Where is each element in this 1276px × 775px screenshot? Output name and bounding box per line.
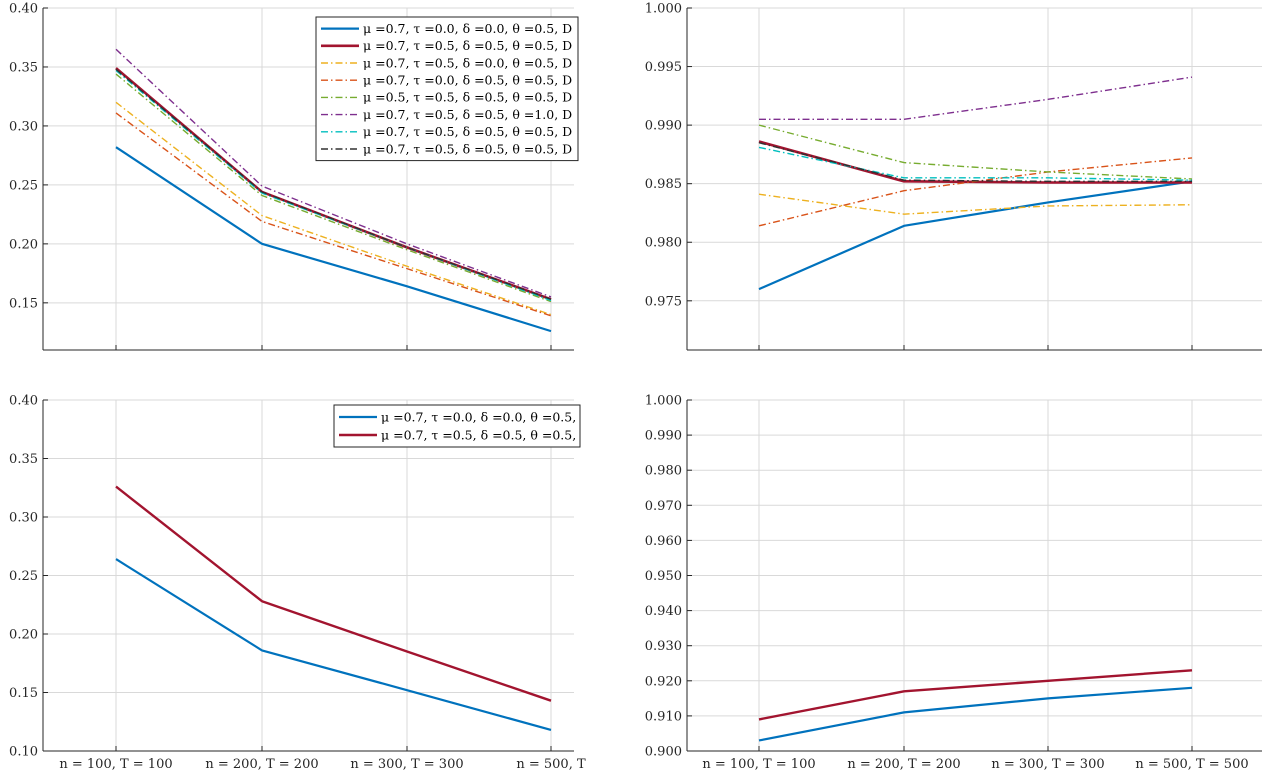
y-tick-label: 0.980: [645, 464, 682, 479]
legend-entry-label: μ =0.5, τ =0.5, δ =0.5, θ =0.5, D: [363, 90, 572, 105]
y-tick-label: 0.995: [645, 60, 682, 75]
chart-panel-bottom-left: 0.10 0.15 0.20 0.25 0.30 0.35 0.40 n = 100, T =…: [9, 394, 586, 773]
legend-box: [315, 16, 579, 162]
chart-panel-top-right: 0.975 0.980 0.985 0.990 0.995 1.000: [645, 2, 1262, 351]
y-tick-label: 0.960: [645, 534, 682, 549]
y-tick-label: 0.990: [645, 119, 682, 134]
legend-entry-label: μ =0.7, τ =0.5, δ =0.5, θ =0.5, D: [363, 38, 572, 53]
series-line: [758, 180, 1193, 291]
y-tick-label: 0.15: [9, 296, 38, 311]
x-tick-label: n = 200, T = 200: [205, 757, 318, 772]
legend-entry-label: μ =0.7, τ =0.0, δ =0.5, θ =0.5, D: [363, 73, 572, 88]
legend-entry-label: μ =0.7, τ =0.0, δ =0.0, θ =0.5,: [381, 409, 576, 424]
series-line: [115, 558, 552, 732]
x-tick-label: n = 200, T = 200: [847, 757, 960, 772]
y-tick-label: 0.40: [9, 394, 38, 409]
legend-entry-label: μ =0.7, τ =0.5, δ =0.5, θ =1.0, D: [363, 107, 572, 122]
series-line: [115, 101, 552, 316]
x-tick-label: n = 500, T = 500: [1135, 757, 1248, 772]
y-tick-label: 0.10: [9, 745, 38, 760]
y-tick-label: 0.980: [645, 236, 682, 251]
x-tick-label: n = 300, T = 300: [350, 757, 463, 772]
legend-entry-label: μ =0.7, τ =0.5, δ =0.5, θ =0.5, D: [363, 124, 572, 139]
legend-entry-label: μ =0.7, τ =0.0, δ =0.0, θ =0.5, D: [363, 21, 572, 36]
chart-panel-top-left: 0.15 0.20 0.25 0.30 0.35 0.40 μ =0.7, τ =0.0, …: [9, 2, 579, 351]
y-tick-label: 0.25: [9, 178, 38, 193]
x-tick-label: n = 300, T = 300: [991, 757, 1104, 772]
series-line: [115, 68, 552, 300]
series-line: [758, 669, 1193, 721]
series-line: [758, 686, 1193, 742]
y-tick-label: 1.000: [645, 2, 682, 17]
y-tick-label: 0.970: [645, 499, 682, 514]
y-tick-label: 0.35: [9, 60, 38, 75]
legend: μ =0.7, τ =0.0, δ =0.0, θ =0.5, μ =0.7, τ…: [333, 404, 581, 448]
y-tick-label: 1.000: [645, 394, 682, 409]
y-tick-label: 0.940: [645, 604, 682, 619]
x-tick-label: n = 100, T = 100: [59, 757, 172, 772]
y-tick-label: 0.25: [9, 569, 38, 584]
x-tick-label: n = 500, T: [516, 757, 586, 772]
y-tick-label: 0.975: [645, 294, 682, 309]
y-tick-label: 0.900: [645, 745, 682, 760]
y-tick-label: 0.930: [645, 639, 682, 654]
series-line: [115, 73, 552, 303]
series-line: [758, 142, 1192, 183]
y-tick-label: 0.985: [645, 177, 682, 192]
y-tick-label: 0.910: [645, 709, 682, 724]
x-tick-label: n = 100, T = 100: [702, 757, 815, 772]
series-line: [115, 485, 552, 702]
series-line: [758, 146, 1193, 181]
series-line: [758, 193, 1193, 215]
series-line: [758, 124, 1193, 180]
series-line: [115, 48, 552, 298]
series-line: [115, 146, 552, 333]
y-tick-label: 0.920: [645, 674, 682, 689]
y-tick-label: 0.35: [9, 452, 38, 467]
legend-entry-label: μ =0.7, τ =0.5, δ =0.5, θ =0.5, D: [363, 141, 572, 156]
series-line: [115, 112, 552, 317]
y-tick-label: 0.990: [645, 429, 682, 444]
y-tick-label: 0.30: [9, 511, 38, 526]
y-tick-label: 0.15: [9, 686, 38, 701]
legend-box: [333, 404, 581, 448]
legend-entry-label: μ =0.7, τ =0.5, δ =0.0, θ =0.5, D: [363, 55, 572, 70]
y-tick-label: 0.40: [9, 2, 38, 17]
series-line: [759, 76, 1193, 120]
y-tick-label: 0.20: [9, 628, 38, 643]
legend-entry-label: μ =0.7, τ =0.5, δ =0.5, θ =0.5,: [381, 427, 576, 442]
y-tick-label: 0.30: [9, 119, 38, 134]
chart-panel-bottom-right: 0.900 0.910 0.920 0.930 0.940 0.950 0.960 0.970…: [645, 394, 1262, 772]
legend: μ =0.7, τ =0.0, δ =0.0, θ =0.5, D μ =0.7,…: [315, 16, 579, 162]
y-tick-label: 0.950: [645, 569, 682, 584]
y-tick-label: 0.20: [9, 237, 38, 252]
